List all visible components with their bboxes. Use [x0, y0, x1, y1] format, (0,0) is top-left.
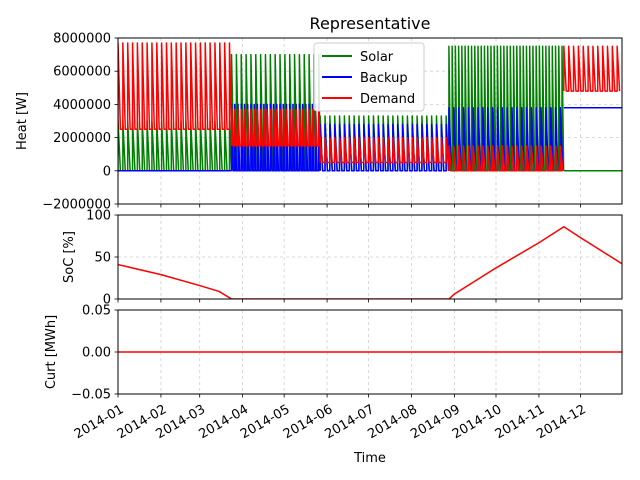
- soc-series-line-0: [118, 226, 622, 299]
- legend-label-solar: Solar: [360, 50, 394, 65]
- heat-y-axis-label: Heat [W]: [15, 92, 30, 150]
- legend-box: [313, 42, 425, 112]
- heat-y-tick-label-3: 4000000: [53, 98, 111, 113]
- heat-series-demand: [118, 42, 621, 172]
- soc-y-ticks: 0 50 100: [86, 209, 118, 308]
- heat-y-tick-label-5: 8000000: [53, 32, 111, 47]
- curt-y-axis-label: Curt [MWh]: [44, 315, 59, 389]
- heat-panel-frame: [117, 37, 623, 205]
- heat-y-tick-label-2: 2000000: [53, 131, 111, 146]
- heat-series-backup: [118, 103, 622, 172]
- heat-y-tick-label-4: 6000000: [53, 65, 111, 80]
- legend-label-backup: Backup: [360, 71, 408, 86]
- curt-y-tick-label-2: 0.05: [82, 304, 111, 319]
- curt-y-tick-label-0: −0.05: [71, 388, 111, 403]
- soc-y-axis-label: SoC [%]: [62, 231, 77, 283]
- heat-panel: −2000000 0 2000000 4000000 6000000 8000000 He…: [15, 32, 623, 213]
- heat-y-tick-label-1: 0: [103, 164, 111, 179]
- heat-series-group: [118, 42, 622, 172]
- legend: Solar Backup Demand: [313, 42, 425, 112]
- legend-label-demand: Demand: [360, 92, 415, 107]
- soc-series-group: [118, 226, 622, 299]
- soc-panel: 0 50 100 SoC [%]: [62, 209, 623, 308]
- heat-y-ticks: −2000000 0 2000000 4000000 6000000 8000000: [42, 32, 118, 213]
- heat-y-tick-label-0: −2000000: [42, 198, 111, 213]
- soc-y-tick-label-0: 0: [103, 293, 111, 308]
- curt-y-ticks: −0.05 0.00 0.05: [71, 304, 118, 403]
- chart-title: Representative: [310, 14, 431, 33]
- curt-panel: −0.05 0.00 0.05 Curt [MWh]: [44, 304, 623, 403]
- x-axis-label: Time: [353, 451, 386, 466]
- soc-y-tick-label-2: 100: [86, 209, 111, 224]
- curt-y-tick-label-1: 0.00: [82, 346, 111, 361]
- soc-y-tick-label-1: 50: [94, 251, 111, 266]
